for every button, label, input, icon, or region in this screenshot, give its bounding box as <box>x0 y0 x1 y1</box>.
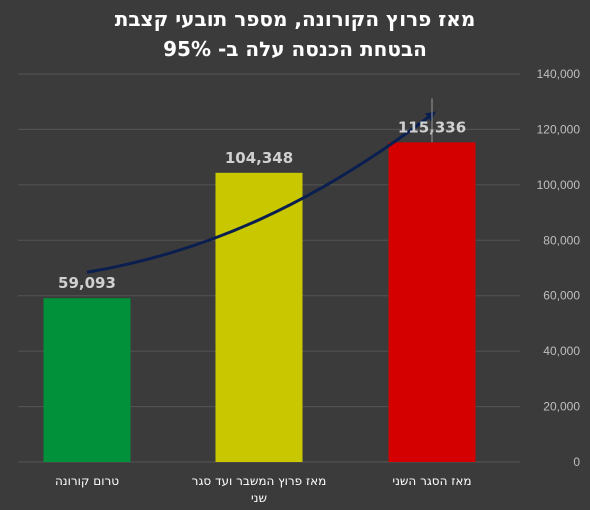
data-label: 104,348 <box>225 149 293 167</box>
y-tick-label: 40,000 <box>543 344 580 358</box>
bar <box>388 142 476 463</box>
trend-arrow-path <box>86 111 436 274</box>
y-tick-label: 80,000 <box>543 233 580 247</box>
category-label: מאז פרוץ המשבר ועד סגר <box>192 474 327 488</box>
y-tick-label: 140,000 <box>537 67 581 81</box>
x-axis: טרום קורונה מאז פרוץ המשבר ועד סגר שני מאז … <box>55 474 472 505</box>
category-label: טרום קורונה <box>55 474 119 488</box>
chart-title-line-2: הבטחת הכנסה עלה ב- 95% <box>163 37 427 61</box>
category-label: מאז הסגר השני <box>392 474 471 488</box>
chart-title-line-1: מאז פרוץ הקורונה, מספר תובעי קצבת <box>114 7 476 31</box>
bar <box>43 298 131 462</box>
data-label: 59,093 <box>58 274 116 292</box>
bar <box>215 172 303 462</box>
y-tick-label: 120,000 <box>537 122 581 136</box>
y-tick-label: 0 <box>573 455 580 469</box>
y-tick-label: 60,000 <box>543 289 580 303</box>
chart-title: מאז פרוץ הקורונה, מספר תובעי קצבת הבטחת … <box>0 4 590 64</box>
y-tick-label: 100,000 <box>537 178 581 192</box>
category-label: שני <box>251 491 267 505</box>
y-axis: 0 20,000 40,000 60,000 80,000 100,000 120,000 1… <box>537 67 581 469</box>
y-tick-label: 20,000 <box>543 400 580 414</box>
bars <box>43 142 476 463</box>
trend-arrow <box>86 111 436 274</box>
